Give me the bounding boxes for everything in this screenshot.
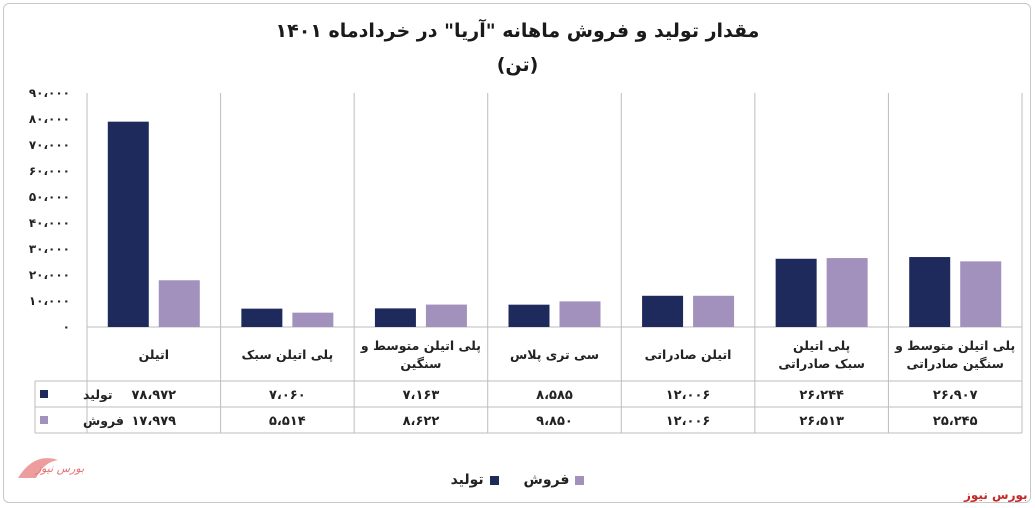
legend-item-production: تولید	[451, 472, 499, 488]
table-value-sales: ۵،۵۱۴	[269, 414, 306, 429]
y-tick-label: ۷۰،۰۰۰	[29, 138, 70, 152]
legend-label-sales: فروش	[523, 472, 570, 488]
bar-production	[374, 308, 416, 327]
category-label-line: سبک صادراتی	[778, 356, 865, 371]
y-tick-label: ۶۰،۰۰۰	[29, 164, 70, 178]
row-header-label: تولید	[83, 387, 113, 402]
category-label-line: اتیلن صادراتی	[645, 347, 732, 362]
chart-frame	[3, 3, 1031, 503]
category-label: پلی اتیلن سبک صادراتی	[778, 338, 865, 371]
table-value-sales: ۲۵،۲۴۵	[933, 414, 978, 429]
table-value-production: ۱۲،۰۰۶	[666, 388, 711, 403]
row-header-label: فروش	[83, 413, 124, 428]
bar-sales	[826, 258, 868, 327]
legend-item-sales: فروش	[524, 472, 585, 488]
category-label-line: پلی اتیلن متوسط و	[360, 338, 481, 353]
table-value-production: ۲۶،۹۰۷	[933, 388, 978, 403]
bar-production	[508, 304, 550, 327]
watermark: بورس نیوز	[964, 488, 1028, 502]
category-label: پلی اتیلن سبک	[241, 347, 333, 362]
bar-sales	[693, 295, 735, 327]
y-tick-label: ۰	[63, 320, 70, 334]
legend-label-production: تولید	[450, 472, 484, 488]
y-tick-label: ۸۰،۰۰۰	[29, 112, 70, 126]
category-label-line: سنگین	[400, 356, 441, 371]
category-label-line: پلی اتیلن سبک	[241, 347, 333, 362]
bar-production	[909, 257, 951, 327]
y-tick-label: ۱۰،۰۰۰	[29, 294, 70, 308]
logo-icon: بورس نیوز	[18, 458, 84, 478]
category-label-line: سنگین صادراتی	[907, 356, 1004, 371]
y-tick-label: ۲۰،۰۰۰	[29, 268, 70, 282]
bar-production	[642, 295, 684, 327]
legend-swatch-sales	[575, 475, 585, 485]
chart-canvas: ۰ ۱۰،۰۰۰ ۲۰،۰۰۰ ۳۰،۰۰۰ ۴۰،۰۰۰ ۵۰،۰۰۰ ۶۰،۰۰۰ ۷۰،…	[29, 86, 1023, 434]
table-value-production: ۷،۱۶۳	[403, 388, 440, 403]
chart-title: مقدار تولید و فروش ماهانه "آریا" در خردا…	[275, 20, 760, 42]
table-value-sales: ۲۶،۵۱۳	[799, 414, 844, 429]
table-value-production: ۷۸،۹۷۲	[131, 388, 176, 403]
y-tick-label: ۴۰،۰۰۰	[29, 216, 70, 230]
legend: تولید فروش	[0, 472, 1035, 489]
bar-sales	[559, 301, 601, 327]
bar-production	[241, 308, 283, 327]
table-value-sales: ۹،۸۵۰	[536, 414, 573, 429]
category-label-line: سی تری پلاس	[510, 347, 599, 362]
category-label: اتیلن	[139, 347, 169, 362]
bar-sales	[158, 280, 200, 327]
table-value-sales: ۱۲،۰۰۶	[666, 414, 711, 429]
bar-production	[107, 121, 149, 328]
category-label: پلی اتیلن متوسط و سنگین صادراتی	[894, 338, 1015, 371]
bar-sales	[960, 261, 1002, 327]
table-value-sales: ۸،۶۲۲	[403, 414, 440, 429]
category-label: اتیلن صادراتی	[645, 347, 732, 362]
table-value-sales: ۱۷،۹۷۹	[131, 414, 176, 429]
category-label-line: پلی اتیلن متوسط و	[894, 338, 1015, 353]
row-header-swatch	[40, 390, 48, 398]
table-value-production: ۸،۵۸۵	[536, 388, 573, 403]
bar-sales	[292, 312, 334, 327]
y-tick-label: ۹۰،۰۰۰	[29, 86, 70, 100]
bar-sales	[425, 304, 467, 327]
y-tick-label: ۳۰،۰۰۰	[29, 242, 70, 256]
table-value-production: ۲۶،۲۴۴	[799, 388, 844, 403]
category-label: سی تری پلاس	[510, 347, 599, 362]
legend-swatch-production	[489, 475, 499, 485]
category-label-line: پلی اتیلن	[793, 338, 850, 353]
table-value-production: ۷،۰۶۰	[269, 388, 306, 403]
row-header-swatch	[40, 416, 48, 424]
category-label: پلی اتیلن متوسط و سنگین	[360, 338, 481, 371]
svg-text:بورس نیوز: بورس نیوز	[34, 462, 84, 475]
category-label-line: اتیلن	[139, 347, 169, 362]
y-tick-label: ۵۰،۰۰۰	[29, 190, 70, 204]
chart-subtitle: (تن)	[496, 54, 539, 76]
bar-production	[775, 258, 817, 327]
